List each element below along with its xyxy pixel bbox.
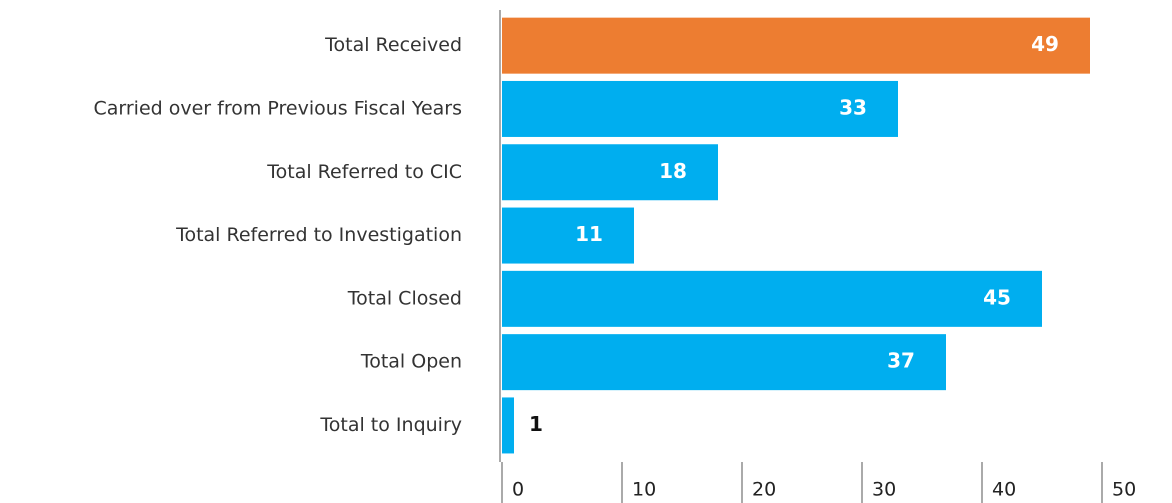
bar: [502, 207, 634, 264]
x-tick-label: 40: [992, 479, 1016, 501]
category-label: Total to Inquiry: [319, 414, 462, 436]
bar: [502, 17, 1090, 74]
category-label: Total Referred to CIC: [266, 161, 462, 183]
category-label: Total Open: [360, 351, 462, 373]
value-label: 49: [1031, 32, 1059, 56]
category-label: Carried over from Previous Fiscal Years: [93, 97, 462, 119]
value-label: 1: [529, 412, 543, 436]
bar: [502, 144, 718, 201]
category-label: Total Received: [324, 34, 462, 56]
bar: [502, 397, 514, 454]
x-tick-label: 10: [632, 479, 656, 501]
bar: [502, 334, 946, 391]
bar: [502, 270, 1042, 327]
value-label: 18: [659, 159, 687, 183]
x-tick-label: 20: [752, 479, 776, 501]
x-tick-label: 50: [1112, 479, 1136, 501]
bar: [502, 80, 898, 137]
value-label: 33: [839, 95, 867, 119]
x-tick-label: 0: [512, 479, 524, 501]
category-label: Total Referred to Investigation: [175, 224, 462, 246]
value-label: 11: [575, 222, 603, 246]
value-label: 45: [983, 285, 1011, 309]
value-label: 37: [887, 349, 915, 373]
x-tick-label: 30: [872, 479, 896, 501]
category-label: Total Closed: [347, 287, 462, 309]
